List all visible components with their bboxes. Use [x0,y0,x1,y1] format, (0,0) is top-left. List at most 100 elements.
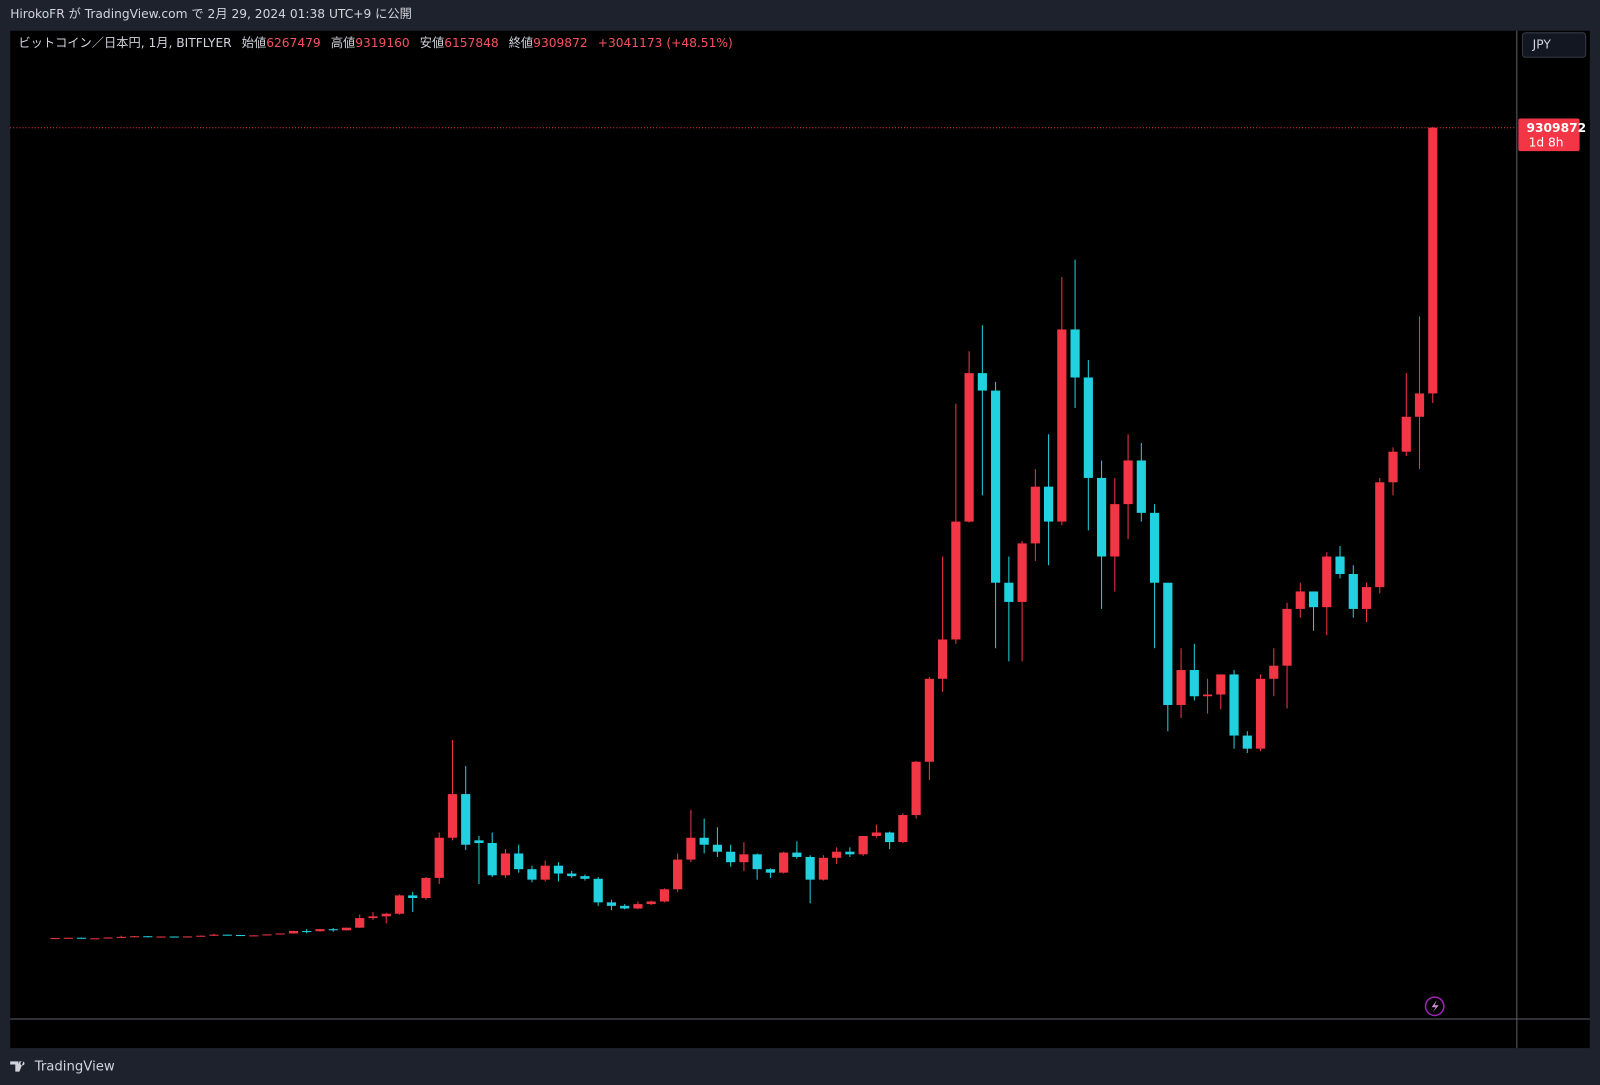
price-label-box [1518,118,1580,152]
candle-body [1229,674,1239,736]
candle-body [1428,127,1438,394]
candle-body [1242,735,1252,749]
candle-body [832,851,842,858]
candle-body [977,373,987,391]
candle-body [341,927,352,931]
candle-body [885,832,895,843]
candle-body [90,938,100,940]
candle-body [924,678,934,762]
candle-body [302,931,312,933]
candle-body [103,937,113,939]
candle-body [686,837,696,860]
candle-body [394,895,405,914]
publish-info: HirokoFR が TradingView.com で 2月 29, 2024… [10,6,412,21]
candle-body [1361,587,1372,609]
candle-body [474,840,484,843]
candle-body [1110,504,1120,557]
candle-body [1123,460,1133,505]
footer-brand: TradingView [34,1059,115,1074]
candle-body [381,913,391,917]
candle-body [235,935,246,937]
candle-body [1176,670,1186,705]
candle-body [633,904,643,909]
candle-body [1057,329,1067,522]
candle-body [580,876,590,879]
candle-body [765,869,775,873]
candle-body [1096,477,1107,557]
candle-body [898,815,908,843]
candle-body [1216,674,1226,695]
candle-body [1348,573,1358,609]
currency[interactable]: JPY [1532,38,1552,52]
candle-body [1335,556,1345,574]
candle-body [991,390,1001,583]
candle-body [249,935,259,937]
candle-body [739,854,749,863]
time-axis [10,1018,1590,1049]
candle-body [673,859,683,890]
candle-body [699,837,709,845]
candle-body [1255,678,1266,749]
candle-body [752,854,762,870]
legend: ビットコイン／日本円, 1月, BITFLYER 始値6267479 高値931… [18,35,732,50]
candle-body [1295,591,1305,609]
candle-body [116,936,126,938]
footer-logo [10,1061,25,1072]
candle-body [368,916,378,919]
alert-icon[interactable] [1424,996,1445,1017]
candle-body [1308,591,1319,608]
legend-change: +3041173 (+48.51%) [598,36,733,50]
candle-body [567,873,577,877]
currency-button[interactable] [1521,32,1587,58]
candle-body [593,878,603,903]
candle-body [1030,486,1040,544]
legend-value: 9309872 [533,36,588,50]
candle-body [964,373,974,522]
candle-body [1375,482,1385,588]
candle-body [1163,582,1173,705]
candle-body [262,934,272,936]
candle-body [182,936,193,938]
legend-label: 安値 [420,35,444,50]
candle-body [156,936,166,938]
candle-body [712,844,723,852]
legend-label: 終値 [509,35,533,50]
candle-body [1322,556,1332,608]
candle-body [1017,543,1027,602]
candle-body [938,639,948,679]
candle-body [209,934,219,936]
candles [10,126,1517,940]
candle-body [143,936,153,938]
candle-body [288,931,299,934]
candle-body [1401,416,1411,452]
candle-body [500,853,511,876]
candle-body [726,851,736,863]
candle-body [63,937,73,939]
candle-body [779,852,789,873]
candle-body [76,937,87,939]
candle-body [1388,451,1398,483]
candle-body [487,842,497,876]
legend-value: 6267479 [266,36,321,50]
candle-body [1414,393,1425,417]
candle-body [328,929,338,931]
candle-body [1083,377,1093,478]
candle-body [845,851,855,855]
legend-value: 6157848 [444,36,499,50]
candle-body [659,889,670,902]
candle-body [792,852,802,857]
countdown: 1d 8h [1529,136,1564,150]
alert-bolt [1431,1000,1439,1013]
candle-body [1149,512,1160,583]
legend-value: 9319160 [355,36,410,50]
price-axis [1516,30,1590,1019]
candle-body [421,877,431,898]
price-label: 9309872 [1527,121,1587,135]
candle-body [315,929,325,932]
legend-label: 高値 [331,35,355,50]
candle-body [1189,670,1199,697]
candle-body [434,837,444,878]
